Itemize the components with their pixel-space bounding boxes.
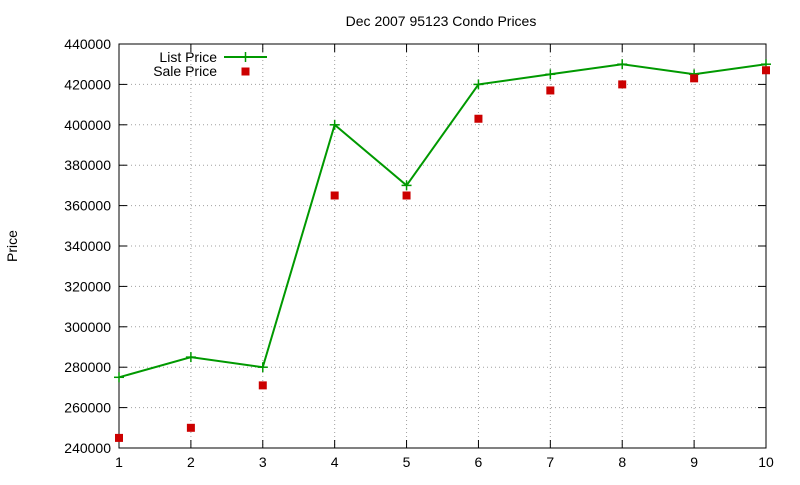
y-tick-label: 280000 — [64, 359, 111, 375]
series-layer — [114, 59, 771, 442]
list-price-point — [401, 180, 412, 191]
sale-price-point — [618, 80, 627, 89]
axis-ticks: 240000 260000 280000 300000 320000 340000 3600… — [64, 36, 774, 470]
y-tick-label: 380000 — [64, 157, 111, 173]
sale-price-point — [762, 66, 770, 75]
y-tick-label: 400000 — [64, 117, 111, 133]
x-tick-label: 9 — [690, 454, 698, 470]
y-tick-label: 320000 — [64, 278, 111, 294]
list-price-point — [185, 352, 196, 363]
y-tick-label: 300000 — [64, 319, 111, 335]
legend-plus-marker — [240, 52, 251, 62]
sale-price-point — [115, 433, 123, 442]
x-tick-label: 10 — [758, 454, 774, 470]
y-tick-label: 260000 — [64, 400, 111, 416]
y-tick-label: 420000 — [64, 76, 111, 92]
legend-label-sale-price: Sale Price — [153, 63, 217, 79]
x-tick-label: 3 — [259, 454, 267, 470]
x-tick-label: 1 — [115, 454, 123, 470]
y-tick-label: 240000 — [64, 440, 111, 456]
chart-title: Dec 2007 95123 Condo Prices — [346, 13, 537, 29]
y-tick-label: 340000 — [64, 238, 111, 254]
x-tick-label: 4 — [331, 454, 339, 470]
list-price-point — [617, 59, 628, 70]
y-tick-label: 360000 — [64, 198, 111, 214]
y-axis-label: Price — [4, 230, 20, 262]
sale-price-point — [546, 86, 555, 95]
plot-area-border — [118, 43, 767, 449]
sale-price-point — [258, 381, 267, 390]
legend-label-list-price: List Price — [159, 49, 217, 65]
grid — [119, 44, 766, 448]
legend: List Price Sale Price — [153, 49, 267, 79]
sale-price-point — [690, 74, 699, 83]
legend-marker-list-price — [240, 52, 251, 62]
legend-marker-sale-price — [241, 67, 250, 76]
sale-price-point — [474, 114, 483, 123]
x-tick-label: 8 — [618, 454, 626, 470]
x-tick-label: 6 — [475, 454, 483, 470]
list-price-point — [257, 362, 268, 373]
list-price-point — [473, 79, 484, 90]
sale-price-point — [186, 423, 195, 432]
sale-price-point — [330, 191, 339, 200]
list-price-point — [114, 372, 124, 383]
sale-price-point — [402, 191, 411, 200]
list-price-point — [545, 69, 556, 80]
list-price-point — [329, 119, 340, 130]
y-tick-label: 440000 — [64, 36, 111, 52]
x-tick-label: 2 — [187, 454, 195, 470]
x-tick-label: 7 — [546, 454, 554, 470]
x-tick-label: 5 — [403, 454, 411, 470]
list-price-line — [118, 63, 767, 379]
